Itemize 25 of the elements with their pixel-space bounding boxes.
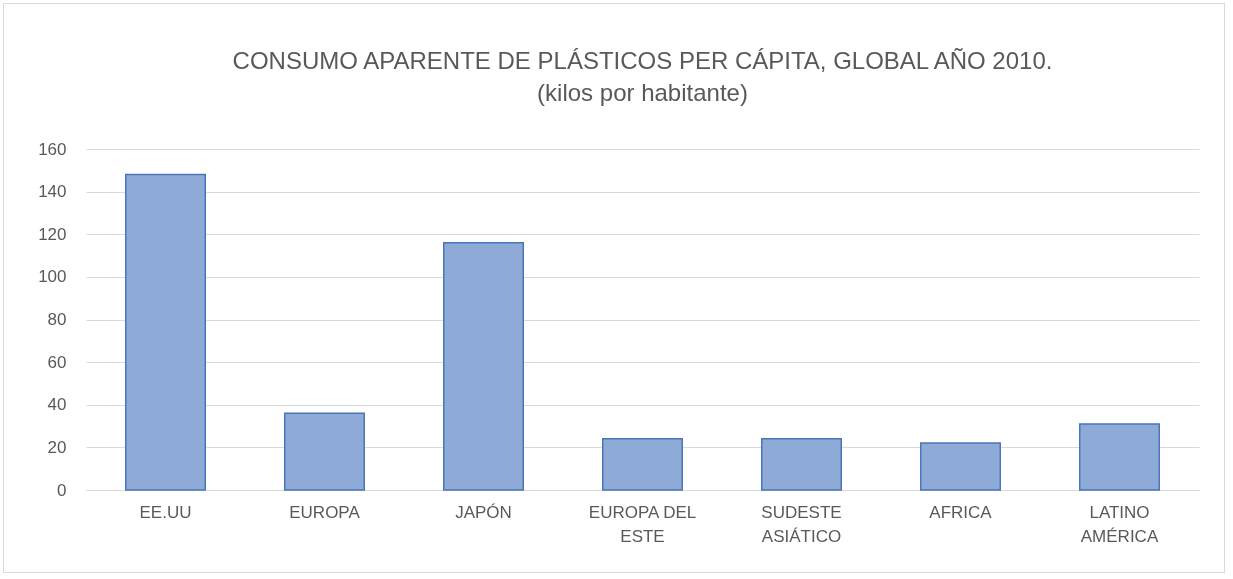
chart-title: CONSUMO APARENTE DE PLÁSTICOS PER CÁPITA, GLOBAL AÑO 2010. (232, 47, 1053, 74)
bar (1079, 423, 1160, 491)
y-tick-label: 160 (38, 139, 67, 159)
chart-subtitle: (kilos por habitante) (537, 79, 748, 106)
x-tick-label: LATINO AMÉRICA (1080, 502, 1159, 546)
y-tick-label: 40 (47, 395, 67, 415)
bar (284, 412, 365, 491)
x-tick-label: EUROPA (289, 502, 361, 522)
bar (602, 438, 683, 491)
y-tick-label: 100 (38, 267, 67, 287)
y-tick-label: 0 (57, 480, 67, 500)
y-tick-label: 60 (47, 352, 67, 372)
x-tick-label: EE.UU (139, 502, 192, 522)
y-tick-label: 120 (38, 224, 67, 244)
y-tick-label: 80 (47, 310, 67, 329)
x-tick-label: EUROPA DEL ESTE (588, 502, 697, 546)
bar (761, 438, 842, 491)
x-tick-label: JAPÓN (455, 502, 512, 522)
bar (443, 242, 524, 491)
bar (125, 173, 206, 491)
y-tick-label: 20 (47, 437, 67, 457)
x-tick-label: SUDESTE ASIÁTICO (761, 502, 842, 546)
bar (920, 442, 1001, 491)
x-tick-label: AFRICA (929, 502, 993, 522)
y-tick-label: 140 (38, 182, 67, 202)
